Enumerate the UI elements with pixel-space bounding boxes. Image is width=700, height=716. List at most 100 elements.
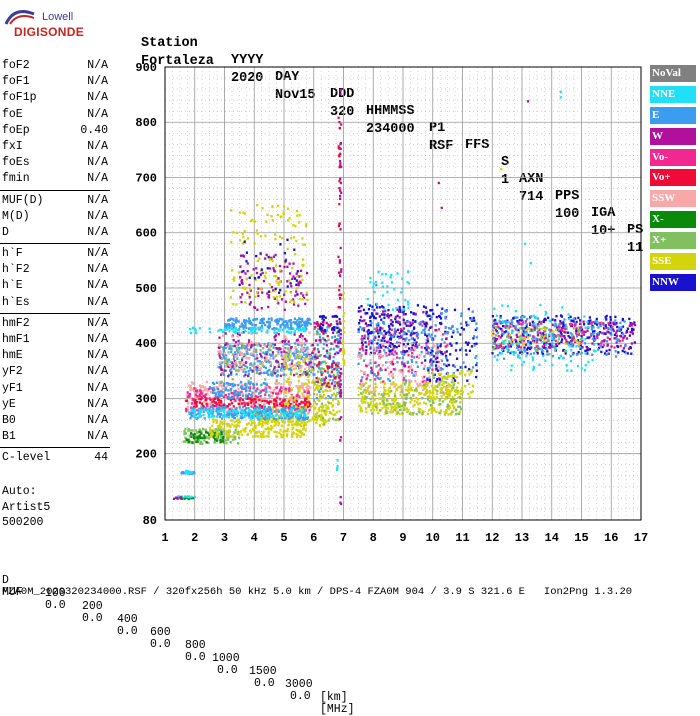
- data-point: [245, 327, 247, 329]
- data-point: [195, 417, 197, 419]
- data-point: [298, 409, 300, 411]
- data-point: [393, 409, 395, 411]
- data-point: [313, 383, 315, 385]
- param-value: N/A: [87, 225, 108, 241]
- data-point: [230, 346, 232, 348]
- data-point: [394, 404, 396, 406]
- data-point: [394, 328, 396, 330]
- data-point: [431, 338, 433, 340]
- data-point: [244, 428, 246, 430]
- data-point: [394, 395, 396, 397]
- data-point: [316, 330, 318, 332]
- data-point: [238, 388, 240, 390]
- data-point: [436, 393, 438, 395]
- data-point: [441, 390, 443, 392]
- data-point: [365, 349, 367, 351]
- data-point: [251, 405, 253, 407]
- data-point: [393, 383, 395, 385]
- data-point: [436, 390, 438, 392]
- data-point: [407, 343, 409, 345]
- data-point: [183, 430, 185, 432]
- data-point: [190, 388, 192, 390]
- data-point: [210, 435, 212, 437]
- data-point: [231, 269, 233, 271]
- data-point: [302, 328, 304, 330]
- data-point: [259, 322, 261, 324]
- data-point: [325, 397, 327, 399]
- data-point: [322, 324, 324, 326]
- data-point: [414, 320, 416, 322]
- data-point: [431, 309, 433, 311]
- data-point: [374, 352, 376, 354]
- data-point: [262, 362, 264, 364]
- data-point: [295, 355, 297, 357]
- param-name: hmE: [2, 348, 23, 364]
- data-point: [381, 305, 383, 307]
- data-point: [234, 351, 236, 353]
- data-point: [260, 367, 262, 369]
- data-point: [227, 389, 229, 391]
- data-point: [194, 396, 196, 398]
- data-point: [322, 420, 324, 422]
- data-point: [225, 342, 227, 344]
- data-point: [561, 315, 563, 317]
- data-point: [274, 233, 276, 235]
- data-point: [286, 266, 288, 268]
- data-point: [417, 385, 419, 387]
- data-point: [242, 270, 244, 272]
- data-point: [436, 348, 438, 350]
- data-point: [388, 395, 390, 397]
- data-point: [399, 394, 401, 396]
- data-point: [279, 243, 281, 245]
- data-point: [387, 367, 389, 369]
- data-point: [304, 404, 306, 406]
- data-point: [228, 319, 230, 321]
- data-point: [629, 325, 631, 327]
- data-point: [460, 408, 462, 410]
- data-point: [596, 318, 598, 320]
- data-point: [317, 417, 319, 419]
- data-point: [246, 252, 248, 254]
- data-point: [365, 397, 367, 399]
- data-point: [203, 409, 205, 411]
- data-point: [270, 215, 272, 217]
- data-point: [369, 359, 371, 361]
- data-point: [316, 333, 318, 335]
- data-point: [235, 363, 237, 365]
- data-point: [445, 389, 447, 391]
- data-point: [238, 403, 240, 405]
- data-point: [256, 369, 258, 371]
- data-point: [412, 394, 414, 396]
- data-point: [241, 293, 243, 295]
- data-point: [279, 295, 281, 297]
- data-point: [619, 335, 621, 337]
- data-point: [277, 424, 279, 426]
- data-point: [422, 377, 424, 379]
- data-point: [272, 390, 274, 392]
- data-point: [411, 372, 413, 374]
- param-value: 0.40: [80, 123, 108, 139]
- param-value: N/A: [87, 348, 108, 364]
- data-point: [440, 410, 442, 412]
- data-point: [239, 284, 241, 286]
- data-point: [398, 343, 400, 345]
- data-point: [336, 323, 338, 325]
- data-point: [232, 290, 234, 292]
- data-point: [280, 386, 282, 388]
- data-point: [365, 322, 367, 324]
- data-point: [326, 350, 328, 352]
- data-point: [238, 437, 240, 439]
- data-point: [401, 412, 403, 414]
- data-point: [407, 330, 409, 332]
- data-point: [455, 413, 457, 415]
- data-point: [319, 333, 321, 335]
- data-point: [399, 403, 401, 405]
- data-point: [279, 289, 281, 291]
- data-point: [403, 313, 405, 315]
- data-point: [235, 327, 237, 329]
- data-point: [218, 351, 220, 353]
- data-point: [283, 205, 285, 207]
- data-point: [256, 309, 258, 311]
- data-point: [292, 262, 294, 264]
- data-point: [251, 274, 253, 276]
